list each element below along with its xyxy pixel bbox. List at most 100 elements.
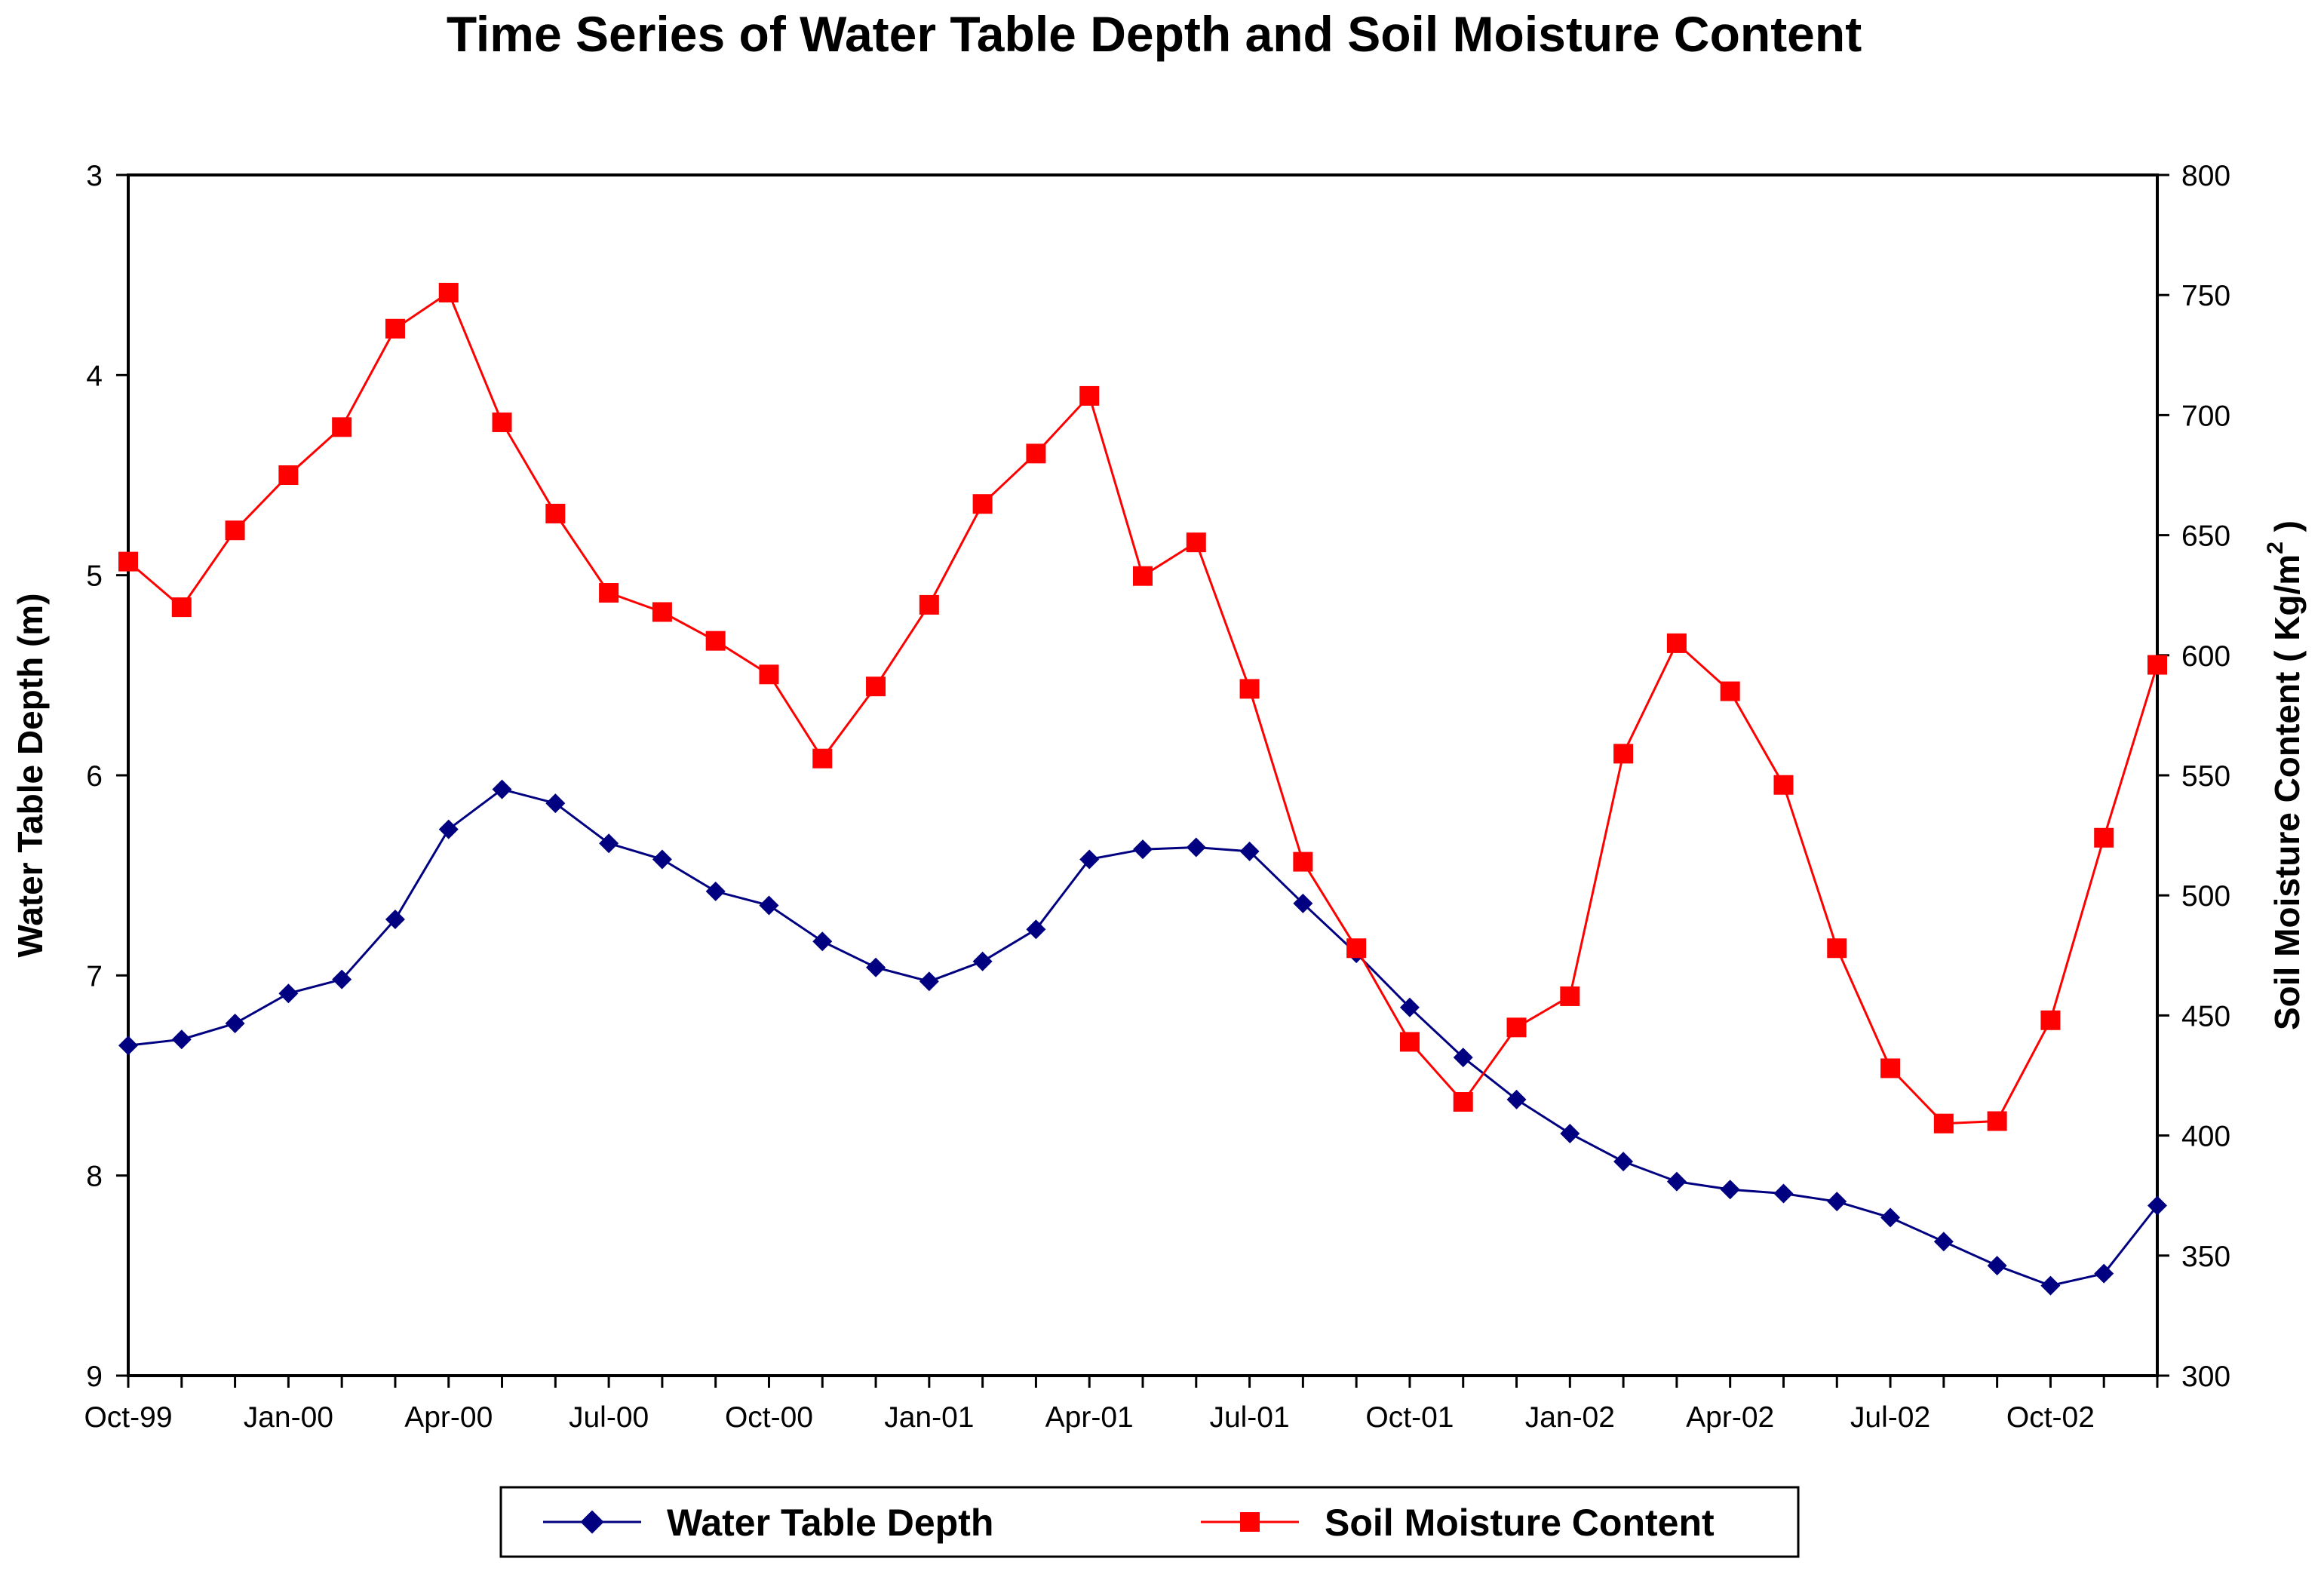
- water-table-depth-point: [972, 951, 993, 971]
- water-table-depth-point: [1399, 997, 1420, 1017]
- soil-moisture-content-point: [1453, 1092, 1473, 1112]
- water-table-depth-point: [1933, 1232, 1954, 1252]
- water-table-depth-point: [492, 779, 512, 799]
- y-tick-label: 7: [86, 960, 103, 993]
- soil-moisture-content-point: [225, 520, 245, 541]
- y2-tick-label: 500: [2181, 880, 2230, 913]
- y-axis-title: Water Table Depth (m): [11, 593, 50, 957]
- soil-moisture-content-point: [866, 677, 886, 697]
- soil-moisture-content-point: [545, 503, 566, 523]
- legend-soil-moisture-label: Soil Moisture Content: [1325, 1502, 1715, 1544]
- water-table-depth-point: [2040, 1275, 2061, 1296]
- water-table-depth-point: [1720, 1180, 1740, 1200]
- soil-moisture-content-point: [1239, 679, 1260, 699]
- x-tick-label: Jan-02: [1525, 1401, 1615, 1434]
- x-tick-label: Oct-00: [725, 1401, 813, 1434]
- y2-tick-label: 550: [2181, 760, 2230, 793]
- y2-tick-label: 800: [2181, 160, 2230, 192]
- water-table-depth-point: [171, 1029, 192, 1050]
- y2-axis-title-close: ): [2267, 520, 2307, 542]
- x-tick-label: Apr-00: [404, 1401, 493, 1434]
- y2-tick-label: 450: [2181, 1000, 2230, 1032]
- y2-tick-label: 700: [2181, 400, 2230, 432]
- water-table-depth-point: [1293, 893, 1313, 913]
- soil-moisture-content-point: [2094, 827, 2114, 848]
- y2-axis-ticks: [2157, 173, 2169, 1377]
- water-table-depth-point: [1560, 1123, 1580, 1143]
- soil-moisture-content-point: [1186, 532, 1206, 553]
- water-table-depth-point: [1613, 1152, 1634, 1172]
- x-tick-label: Apr-02: [1686, 1401, 1774, 1434]
- soil-moisture-content-point: [1133, 566, 1153, 586]
- soil-moisture-content-point: [492, 412, 512, 432]
- soil-moisture-content-point: [332, 417, 352, 437]
- soil-moisture-content-point: [1827, 938, 1847, 959]
- soil-moisture-content-point: [652, 602, 672, 622]
- plot-area: [127, 173, 2159, 1377]
- y2-tick-label: 650: [2181, 520, 2230, 553]
- y-tick-label: 8: [86, 1161, 103, 1193]
- x-tick-label: Oct-02: [2006, 1401, 2095, 1434]
- soil-moisture-content-point: [1613, 744, 1634, 764]
- x-tick-label: Jul-00: [569, 1401, 649, 1434]
- y2-tick-label: 600: [2181, 640, 2230, 673]
- water-table-depth-point: [1453, 1048, 1473, 1068]
- y2-axis-title-superscript: 2: [2263, 542, 2288, 554]
- soil-moisture-content-point: [599, 583, 619, 603]
- x-tick-label: Jan-01: [884, 1401, 974, 1434]
- water-table-depth-point: [118, 1036, 138, 1056]
- water-table-depth-point: [1666, 1171, 1687, 1192]
- water-table-depth-point: [1079, 849, 1100, 870]
- x-tick-label: Jul-01: [1209, 1401, 1289, 1434]
- water-table-depth-point: [599, 833, 619, 854]
- soil-moisture-content-point: [171, 597, 192, 618]
- y2-tick-label: 300: [2181, 1361, 2230, 1393]
- soil-moisture-content-point: [919, 594, 939, 615]
- y2-tick-label: 400: [2181, 1121, 2230, 1153]
- x-tick-label: Oct-99: [84, 1401, 172, 1434]
- water-table-depth-point: [545, 793, 566, 814]
- y-tick-label: 9: [86, 1361, 103, 1393]
- water-table-depth-point: [332, 969, 352, 990]
- legend-soil-moisture-marker: [1240, 1512, 1260, 1532]
- soil-moisture-content-point: [385, 318, 405, 339]
- y2-tick-label: 350: [2181, 1241, 2230, 1273]
- soil-moisture-content-point: [1079, 385, 1100, 406]
- water-table-depth-point: [1239, 841, 1260, 861]
- soil-moisture-content-point: [1293, 851, 1313, 872]
- y-axis-ticks: [116, 173, 128, 1377]
- soil-moisture-content-point: [759, 664, 779, 685]
- soil-moisture-content-point: [972, 494, 993, 514]
- water-table-depth-point: [225, 1014, 245, 1034]
- soil-moisture-content-point: [1933, 1113, 1954, 1134]
- legend-box: [499, 1486, 1800, 1558]
- water-table-depth-point: [2094, 1263, 2114, 1284]
- water-table-depth-point: [866, 957, 886, 977]
- water-table-depth-point: [1987, 1256, 2007, 1276]
- x-tick-label: Jan-00: [244, 1401, 333, 1434]
- series-soil-moisture-content: [118, 283, 2167, 1134]
- soil-moisture-content-point: [1880, 1058, 1901, 1078]
- legend-water-table-label: Water Table Depth: [667, 1502, 993, 1544]
- soil-moisture-content-point: [2040, 1010, 2061, 1030]
- water-table-depth-point: [652, 849, 672, 870]
- water-table-depth-point: [919, 971, 939, 992]
- water-table-depth-point: [759, 895, 779, 916]
- y2-tick-label: 750: [2181, 280, 2230, 312]
- series-water-table-depth: [118, 779, 2167, 1296]
- y-tick-label: 4: [86, 360, 103, 392]
- soil-moisture-content-point: [278, 465, 299, 485]
- x-axis-labels: Oct-99 Jan-00 Apr-00 Jul-00 Oct-00 Jan-01 Apr-…: [84, 1401, 2094, 1434]
- soil-moisture-content-point: [1346, 938, 1367, 959]
- x-tick-label: Oct-01: [1365, 1401, 1454, 1434]
- soil-moisture-content-point: [1506, 1017, 1527, 1038]
- series-layer: [118, 283, 2167, 1296]
- water-table-depth-point: [1773, 1183, 1794, 1204]
- water-table-depth-point: [1827, 1192, 1847, 1212]
- water-table-depth-point: [1026, 919, 1046, 940]
- soil-moisture-content-point: [438, 283, 459, 303]
- soil-moisture-content-point: [812, 748, 833, 769]
- water-table-depth-point: [1506, 1089, 1527, 1109]
- y-tick-label: 5: [86, 560, 103, 593]
